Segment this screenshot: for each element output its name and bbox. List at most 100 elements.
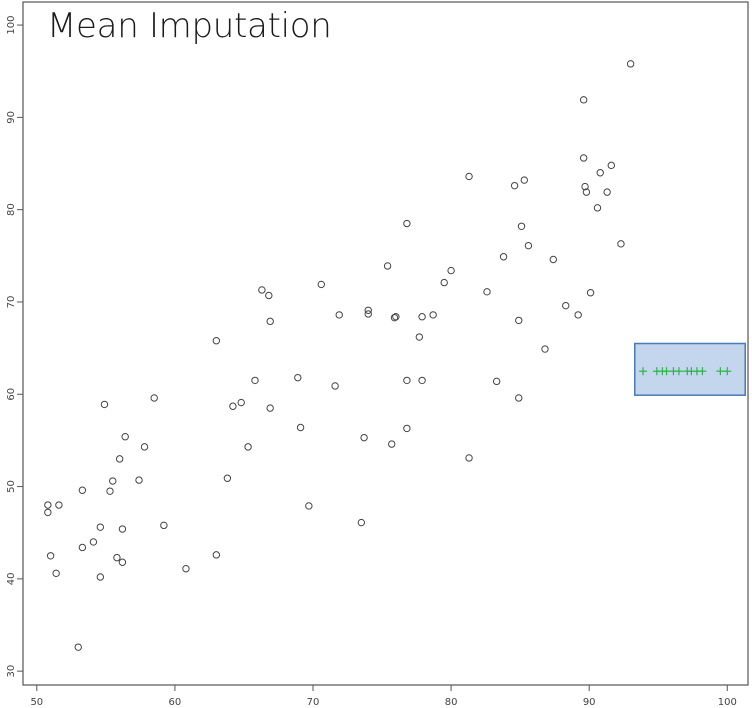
- data-point: [403, 424, 411, 433]
- data-point: [440, 278, 448, 287]
- data-point: [524, 241, 533, 250]
- data-point: [229, 402, 237, 410]
- data-point: [418, 376, 426, 385]
- data-point: [581, 182, 589, 191]
- x-tick-label: 100: [718, 697, 737, 708]
- data-point: [140, 443, 149, 451]
- data-point: [135, 476, 143, 484]
- data-point: [212, 337, 221, 345]
- data-point: [383, 262, 392, 270]
- imputed-point: [716, 367, 725, 376]
- data-point: [106, 487, 114, 495]
- data-point: [364, 310, 372, 318]
- data-point: [392, 313, 400, 321]
- data-point: [335, 311, 343, 319]
- data-point: [100, 400, 109, 409]
- data-point: [465, 454, 473, 462]
- data-point: [415, 333, 424, 341]
- highlight-layer: [634, 342, 746, 396]
- data-point: [52, 569, 60, 578]
- data-point: [403, 219, 411, 228]
- y-tick-label: 60: [6, 388, 17, 401]
- data-point: [115, 455, 124, 463]
- data-point: [360, 433, 368, 442]
- data-point: [515, 394, 523, 402]
- data-point: [483, 288, 491, 296]
- data-point: [357, 518, 366, 527]
- data-point: [265, 291, 273, 300]
- data-point: [55, 501, 63, 509]
- data-point: [579, 154, 588, 162]
- data-point: [244, 443, 252, 451]
- data-point: [296, 423, 305, 432]
- data-point: [212, 551, 221, 559]
- highlight-box: [634, 342, 746, 396]
- data-point: [617, 240, 625, 248]
- data-point: [593, 204, 602, 212]
- data-point: [305, 502, 313, 510]
- imputed-point: [662, 367, 671, 376]
- data-point: [515, 316, 523, 325]
- data-point: [96, 573, 105, 581]
- data-point: [388, 440, 396, 448]
- x-tick-label: 80: [445, 697, 458, 708]
- data-point: [113, 553, 121, 562]
- data-point: [582, 188, 591, 196]
- data-point: [118, 525, 127, 533]
- axes-layer: 50 60 70 80 90 100 30 40 50 60 70 80 90 100: [6, 1, 749, 708]
- chart-title: Mean Imputation: [47, 6, 332, 46]
- data-point: [251, 376, 259, 385]
- data-point: [109, 477, 117, 485]
- y-tick-label: 50: [6, 480, 17, 493]
- y-tick-label: 70: [6, 296, 17, 309]
- data-point: [160, 521, 168, 530]
- data-point: [549, 255, 557, 264]
- data-point: [237, 398, 245, 407]
- y-tick-label: 80: [6, 203, 17, 216]
- data-point: [223, 474, 232, 482]
- data-point: [96, 523, 105, 531]
- data-point: [78, 486, 87, 494]
- data-point: [74, 643, 82, 651]
- y-tick-label: 30: [6, 665, 17, 678]
- x-tick-label: 50: [30, 697, 43, 708]
- data-point: [607, 161, 615, 170]
- data-point: [418, 313, 426, 321]
- data-point: [44, 501, 52, 509]
- data-point: [46, 552, 55, 560]
- data-point: [44, 508, 52, 517]
- data-point: [574, 311, 582, 319]
- data-point: [429, 311, 437, 319]
- imputed-point: [674, 367, 683, 376]
- data-point: [403, 376, 411, 385]
- x-tick-label: 90: [583, 697, 596, 708]
- imputed-point: [639, 367, 648, 376]
- data-point: [118, 558, 127, 566]
- imputed-point: [723, 367, 732, 376]
- data-point: [492, 377, 501, 386]
- data-point: [150, 394, 158, 402]
- plot-frame: [22, 1, 749, 686]
- y-tick-label: 100: [6, 16, 17, 35]
- imputed-point: [698, 367, 707, 376]
- data-point: [603, 188, 611, 196]
- x-tick-label: 70: [307, 697, 320, 708]
- data-point: [586, 289, 595, 297]
- data-point: [89, 538, 98, 546]
- data-point: [579, 96, 588, 104]
- y-tick-label: 90: [6, 111, 17, 124]
- data-point: [499, 253, 508, 261]
- data-point: [331, 382, 339, 390]
- data-point: [541, 345, 549, 353]
- data-point: [626, 60, 635, 68]
- data-point: [364, 306, 372, 314]
- data-point: [562, 301, 570, 310]
- y-tick-label: 40: [6, 572, 17, 585]
- data-point: [517, 222, 526, 230]
- data-point: [317, 280, 325, 289]
- data-point: [258, 286, 266, 294]
- data-point: [520, 176, 528, 184]
- data-point: [78, 543, 87, 552]
- data-point: [121, 433, 129, 441]
